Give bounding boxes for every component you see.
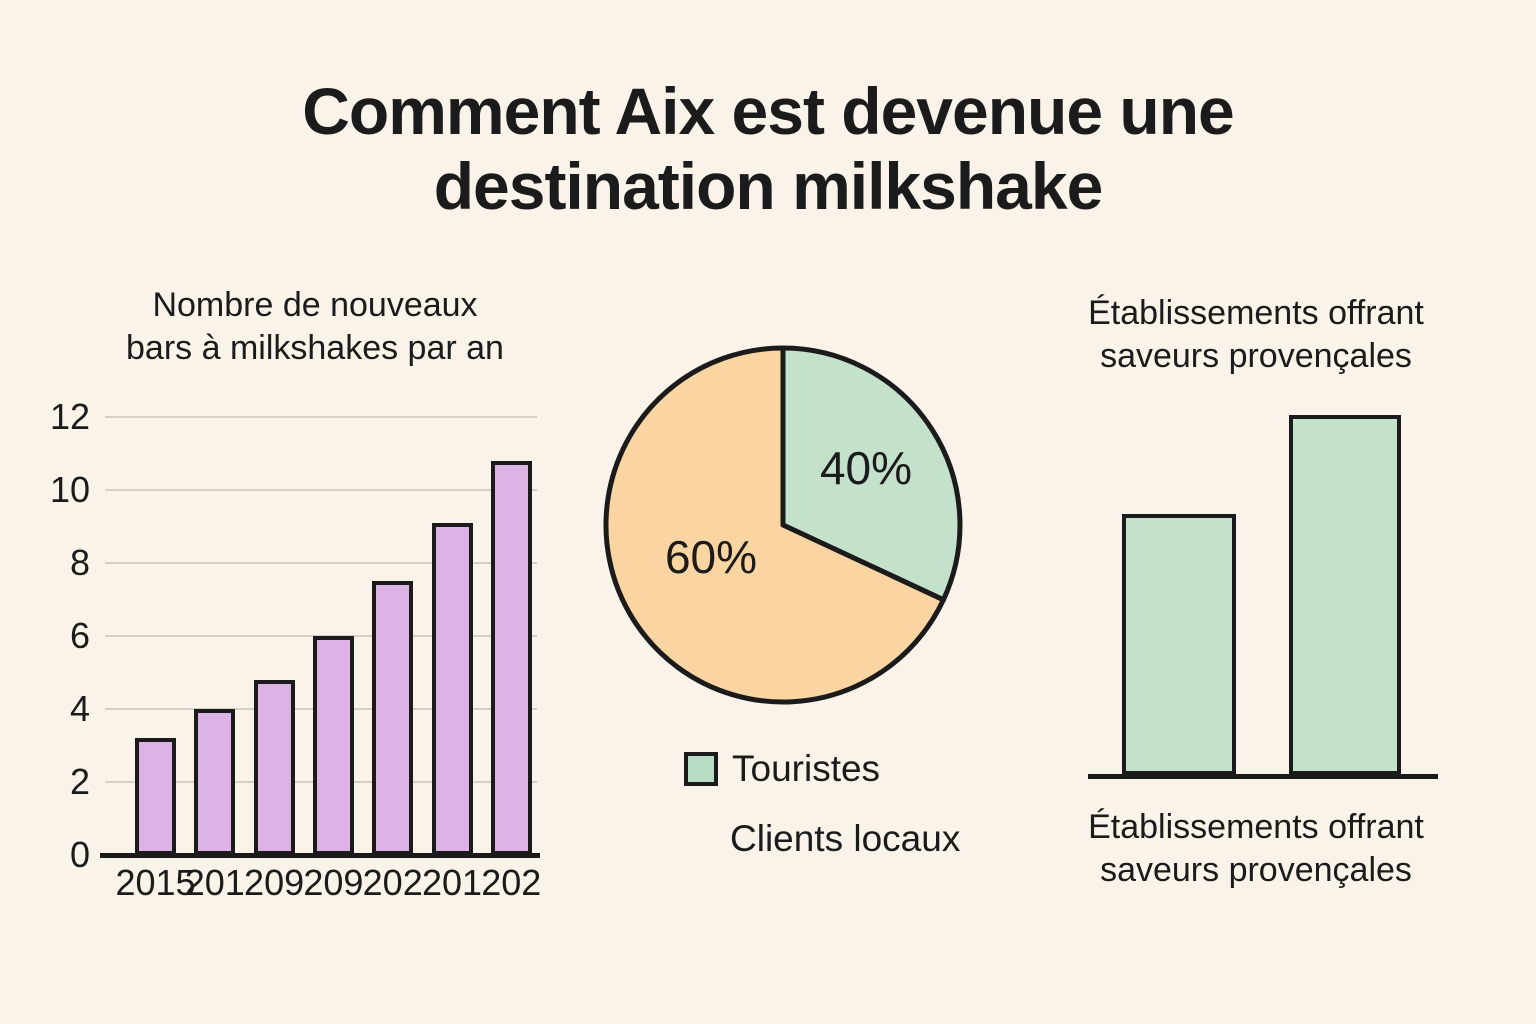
legend-label-clients-locaux: Clients locaux [730, 818, 961, 859]
right-chart-caption: Établissements offrant saveurs provençal… [1020, 806, 1492, 892]
left-chart-y-tick-0: 0 [69, 834, 90, 875]
left-chart-bar-5 [372, 581, 414, 855]
pie-chart-svg [603, 345, 963, 705]
pie-slice-touristes [780, 345, 963, 603]
right-chart-title-line-1: Établissements offrant [1088, 294, 1424, 332]
left-chart-bar-3 [253, 679, 295, 855]
left-chart-bar-2 [194, 709, 236, 855]
left-chart-title-line-1: Nombre de nouveaux [152, 286, 478, 324]
pie-chart: 40% 60% [601, 343, 965, 707]
left-chart-title: Nombre de nouveaux bars à milkshakes par… [70, 284, 560, 370]
right-chart-x-axis-line [1088, 774, 1438, 779]
left-chart-x-tick-7: 202 [481, 862, 542, 903]
left-chart-x-tick-5: 202 [362, 862, 423, 903]
pie-value-label-touristes: 40% [819, 442, 913, 494]
left-chart-y-tick-2: 2 [69, 761, 90, 802]
left-chart-x-tick-4: 209 [303, 862, 364, 903]
left-chart-y-tick-6: 6 [69, 615, 90, 656]
left-chart-y-tick-12: 12 [49, 396, 90, 437]
left-chart-title-line-2: bars à milkshakes par an [126, 328, 504, 367]
left-chart-bar-1 [135, 738, 176, 855]
pie-value-label-clients-locaux: 60% [664, 531, 758, 583]
page-title: Comment Aix est devenue une destination … [0, 74, 1536, 224]
left-chart-x-axis-labels: 2015 201 209 209 202 201 202 [100, 862, 542, 908]
left-chart-x-tick-2: 201 [184, 862, 245, 903]
legend-label-touristes: Touristes [732, 748, 881, 789]
left-chart-gridline-8 [105, 562, 537, 564]
left-chart-y-tick-8: 8 [69, 542, 90, 583]
right-bar-chart-plot [1088, 415, 1438, 779]
left-bar-chart-plot [100, 416, 540, 858]
legend-item-touristes: Touristes [684, 748, 880, 790]
right-chart-bar-2 [1289, 415, 1401, 775]
left-chart-bar-6 [431, 522, 473, 855]
pie-slice-clients-locaux [603, 345, 946, 705]
legend-swatch-touristes-icon [684, 752, 718, 786]
left-chart-gridline-10 [105, 489, 537, 491]
left-chart-bar-7 [490, 460, 532, 855]
left-chart-gridline-12 [105, 416, 537, 418]
right-chart-bar-1 [1122, 514, 1236, 775]
right-chart-title-line-2: saveurs provençales [1100, 336, 1412, 375]
page-title-line-2: destination milkshake [433, 149, 1104, 224]
right-chart-caption-line-1: Établissements offrant [1088, 808, 1424, 846]
right-chart-title: Établissements offrant saveurs provençal… [1020, 292, 1492, 378]
left-chart-x-tick-6: 201 [421, 862, 483, 903]
left-chart-x-tick-3: 209 [244, 862, 305, 903]
left-chart-x-tick-1: 2015 [115, 862, 196, 903]
page-title-line-1: Comment Aix est devenue une [302, 74, 1234, 148]
left-chart-y-axis-labels: 0 2 4 6 8 10 12 [22, 397, 90, 875]
right-chart-caption-line-2: saveurs provençales [1100, 850, 1412, 889]
legend-item-clients-locaux: Clients locaux [730, 818, 960, 860]
left-chart-x-axis-line [100, 853, 540, 858]
left-chart-y-tick-4: 4 [69, 688, 90, 729]
left-chart-y-tick-10: 10 [49, 469, 90, 510]
left-chart-bar-4 [312, 636, 354, 855]
